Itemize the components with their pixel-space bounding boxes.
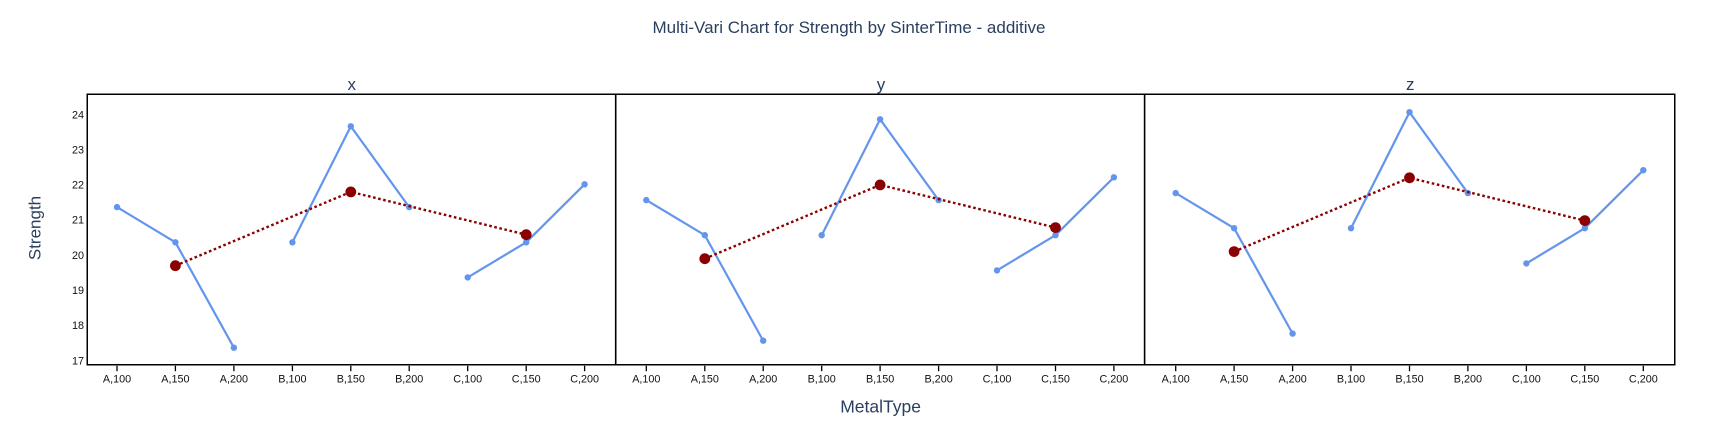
svg-text:B,150: B,150 [866, 374, 894, 386]
svg-text:C,200: C,200 [1629, 374, 1658, 386]
svg-text:B,100: B,100 [808, 374, 836, 386]
svg-text:B,100: B,100 [278, 374, 306, 386]
svg-text:B,150: B,150 [337, 374, 365, 386]
svg-text:C,150: C,150 [1570, 374, 1599, 386]
svg-text:C,150: C,150 [1041, 374, 1070, 386]
svg-text:A,100: A,100 [632, 374, 660, 386]
svg-text:A,100: A,100 [1162, 374, 1190, 386]
svg-text:C,100: C,100 [983, 374, 1012, 386]
svg-text:C,200: C,200 [570, 374, 599, 386]
svg-text:18: 18 [72, 320, 84, 332]
svg-text:17: 17 [72, 355, 84, 367]
svg-text:x: x [347, 75, 356, 94]
svg-text:A,200: A,200 [749, 374, 777, 386]
svg-text:24: 24 [72, 109, 84, 121]
svg-text:A,100: A,100 [103, 374, 131, 386]
svg-text:C,200: C,200 [1099, 374, 1128, 386]
svg-text:21: 21 [72, 215, 84, 227]
svg-text:20: 20 [72, 250, 84, 262]
svg-text:C,100: C,100 [453, 374, 482, 386]
svg-text:A,150: A,150 [1220, 374, 1248, 386]
svg-text:z: z [1406, 75, 1415, 94]
svg-text:A,200: A,200 [1278, 374, 1306, 386]
svg-text:B,200: B,200 [1454, 374, 1482, 386]
svg-text:A,150: A,150 [691, 374, 719, 386]
svg-text:B,200: B,200 [924, 374, 952, 386]
svg-text:A,150: A,150 [161, 374, 189, 386]
svg-text:23: 23 [72, 144, 84, 156]
svg-text:y: y [877, 75, 886, 94]
svg-text:B,200: B,200 [395, 374, 423, 386]
svg-text:MetalType: MetalType [840, 397, 921, 417]
svg-text:Multi-Vari Chart for Strength: Multi-Vari Chart for Strength by SinterT… [652, 18, 1045, 37]
svg-text:B,150: B,150 [1395, 374, 1423, 386]
svg-text:C,150: C,150 [512, 374, 541, 386]
svg-text:A,200: A,200 [220, 374, 248, 386]
svg-text:22: 22 [72, 180, 84, 192]
svg-text:19: 19 [72, 285, 84, 297]
svg-text:B,100: B,100 [1337, 374, 1365, 386]
svg-text:Strength: Strength [25, 196, 44, 260]
svg-text:C,100: C,100 [1512, 374, 1541, 386]
